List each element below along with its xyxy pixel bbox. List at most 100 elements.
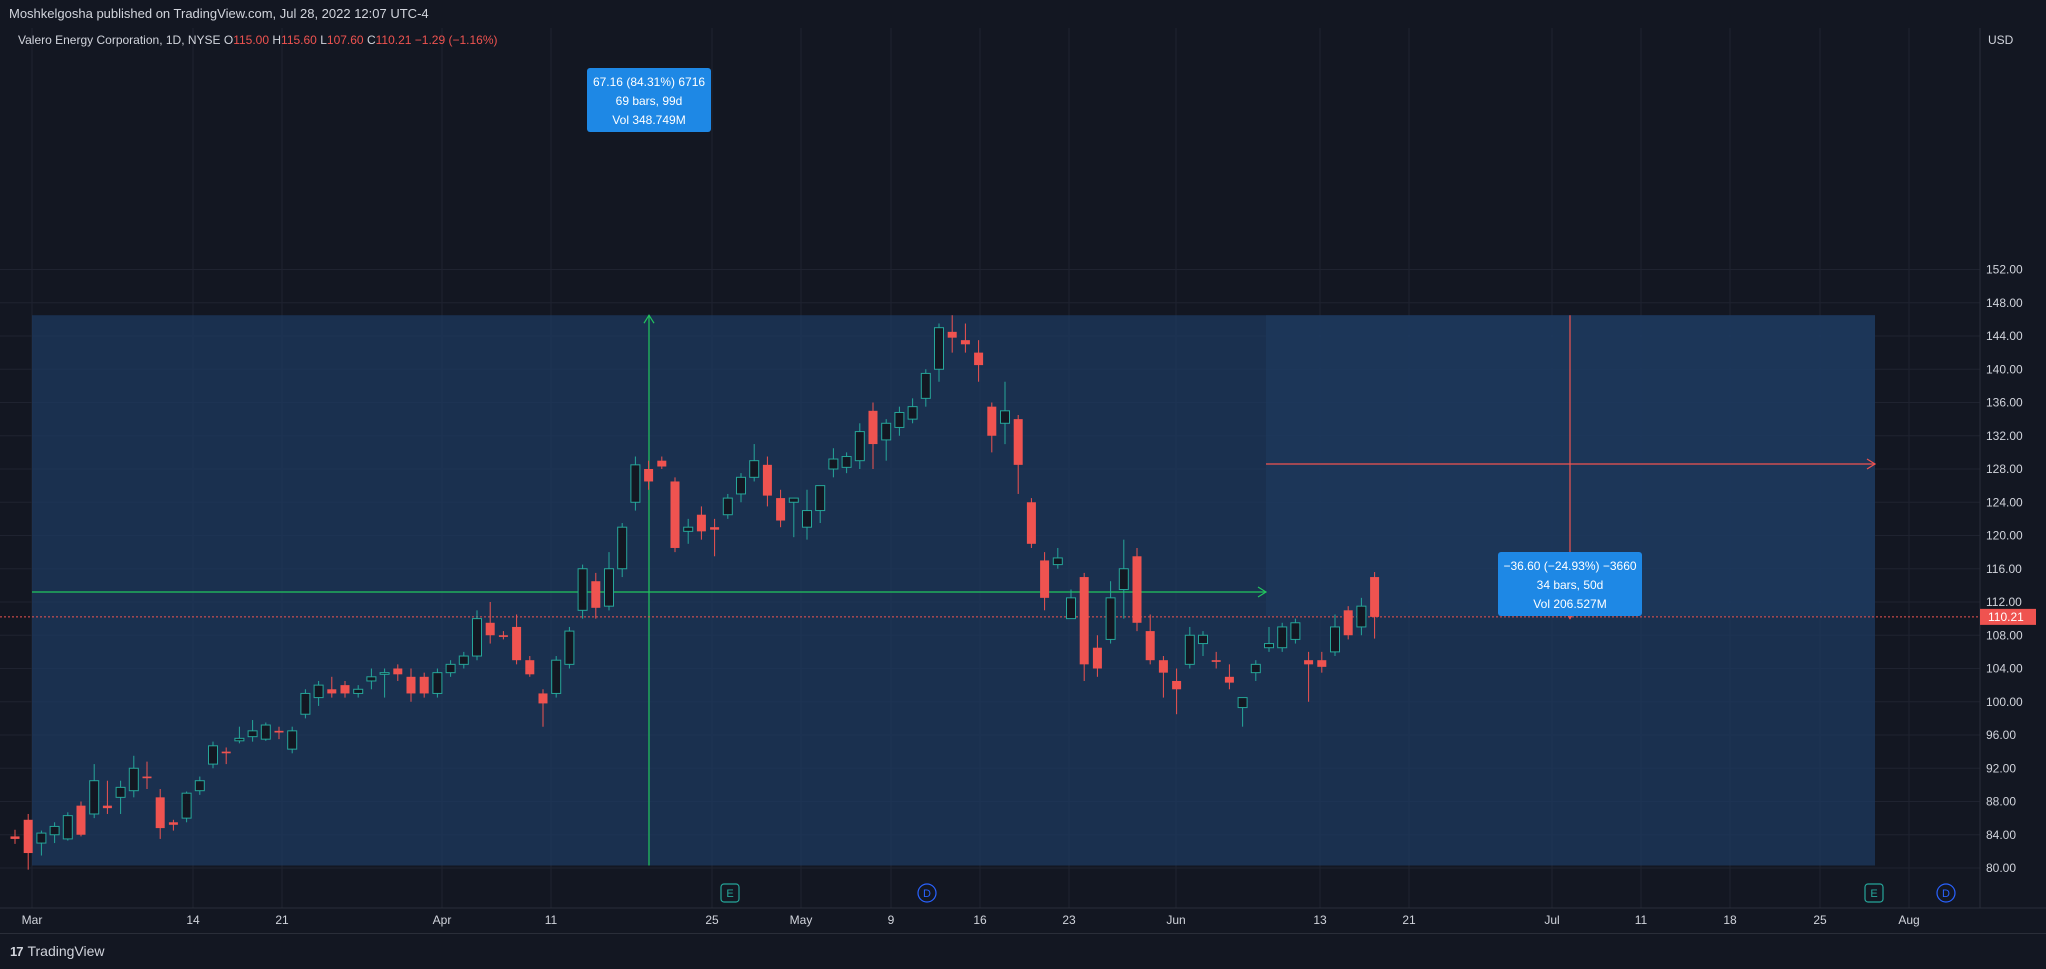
candle: [168, 819, 178, 831]
candle: [432, 668, 443, 698]
arrow-up-icon: [643, 314, 655, 324]
candle-body: [1026, 502, 1036, 544]
candle-body: [538, 693, 548, 704]
candle: [868, 402, 878, 469]
candle: [1079, 572, 1089, 681]
publish-header: Moshkelgosha published on TradingView.co…: [0, 0, 2046, 28]
candle: [485, 602, 495, 644]
candle-body: [1264, 643, 1274, 649]
symbol-info-text: Valero Energy Corporation, 1D, NYSE O115…: [18, 33, 498, 47]
price-tick-label: 80.00: [1986, 861, 2016, 875]
candle-body: [1370, 577, 1380, 617]
price-tick-label: 124.00: [1986, 495, 2023, 509]
candle-body: [854, 431, 865, 462]
footer-bar: 17 TradingView: [0, 933, 2046, 969]
candle: [1198, 631, 1208, 657]
candle-body: [208, 745, 218, 765]
candle: [247, 720, 258, 742]
time-tick-label: 14: [186, 913, 200, 927]
candle: [604, 552, 614, 611]
measure-up-label: 67.16 (84.31%) 6716 69 bars, 99d Vol 348.7…: [587, 68, 711, 132]
tradingview-logo[interactable]: 17 TradingView: [10, 943, 105, 959]
candle-body: [194, 780, 205, 792]
time-tick-label: Jun: [1166, 913, 1185, 927]
candle: [670, 477, 680, 553]
symbol-info-part: H: [272, 33, 281, 47]
candle-body: [762, 464, 772, 496]
candle-body: [894, 411, 905, 428]
candle-body: [974, 352, 984, 366]
price-tick-label: 140.00: [1986, 362, 2023, 376]
price-tick-label: 136.00: [1986, 396, 2023, 410]
candle: [841, 452, 852, 474]
tradingview-icon: 17: [10, 943, 24, 959]
candle: [894, 406, 905, 436]
measure-down-label-line: 34 bars, 50d: [1537, 578, 1604, 592]
candle: [947, 315, 957, 353]
candle-body: [432, 672, 443, 694]
candle: [617, 523, 628, 578]
time-tick-label: 25: [705, 913, 719, 927]
candle-body: [168, 822, 178, 825]
candle: [89, 764, 100, 819]
time-tick-label: 18: [1723, 913, 1737, 927]
candle-body: [868, 410, 878, 445]
candle: [934, 323, 944, 382]
candle: [221, 747, 231, 765]
candle-body: [142, 776, 152, 779]
candle-body: [1052, 557, 1063, 566]
time-tick-label: Mar: [22, 913, 43, 927]
brand-name: TradingView: [27, 943, 105, 959]
candle-body: [644, 469, 654, 482]
symbol-info-part: Valero Energy Corporation, 1D, NYSE: [18, 33, 224, 47]
candle-body: [802, 510, 812, 528]
candle-body: [1290, 622, 1301, 640]
price-tick-label: 144.00: [1986, 329, 2023, 343]
candle-body: [947, 331, 957, 338]
earnings-icon[interactable]: E: [720, 883, 740, 903]
candle-body: [617, 526, 628, 570]
candle: [683, 518, 694, 544]
candle: [630, 456, 641, 511]
candle: [208, 741, 218, 769]
earnings-icon[interactable]: E: [1864, 883, 1884, 903]
candle: [327, 676, 337, 698]
time-tick-label: Apr: [433, 913, 452, 927]
candle: [313, 680, 324, 706]
earnings-badge: [720, 883, 740, 903]
candle-body: [1224, 676, 1234, 683]
symbol-info-part: 110.21: [376, 33, 415, 47]
price-tick-label: 96.00: [1986, 728, 2016, 742]
candle: [1304, 651, 1314, 702]
candle: [749, 444, 760, 482]
time-tick-label: 11: [1635, 913, 1648, 927]
candle: [762, 456, 772, 507]
candle: [300, 689, 311, 719]
price-tick-label: 108.00: [1986, 628, 2023, 642]
measure-down-label: −36.60 (−24.93%) −3660 34 bars, 50d Vol 20…: [1498, 552, 1642, 616]
candle: [987, 402, 997, 453]
candle: [23, 813, 33, 870]
price-tick-label: 100.00: [1986, 695, 2023, 709]
candle-body: [353, 688, 364, 694]
candle: [1066, 589, 1076, 620]
candle: [366, 668, 377, 690]
candle: [1264, 626, 1274, 652]
price-chart[interactable]: 67.16 (84.31%) 6716 69 bars, 99d Vol 348.7…: [0, 28, 2046, 933]
time-tick-label: May: [790, 913, 813, 927]
earnings-badge: [1864, 883, 1884, 903]
candle: [406, 668, 416, 702]
dividend-icon[interactable]: D: [917, 883, 937, 903]
candle: [36, 830, 47, 856]
candle: [1237, 697, 1248, 727]
price-tick-label: 120.00: [1986, 529, 2023, 543]
candle-body: [987, 406, 997, 436]
measure-up-label-bg: [587, 68, 711, 132]
candle: [10, 829, 20, 844]
candle-body: [221, 751, 231, 754]
candle-body: [234, 737, 245, 742]
candle-body: [630, 464, 641, 503]
dividend-icon[interactable]: D: [1936, 883, 1956, 903]
candle: [512, 614, 522, 665]
candle: [102, 780, 112, 814]
